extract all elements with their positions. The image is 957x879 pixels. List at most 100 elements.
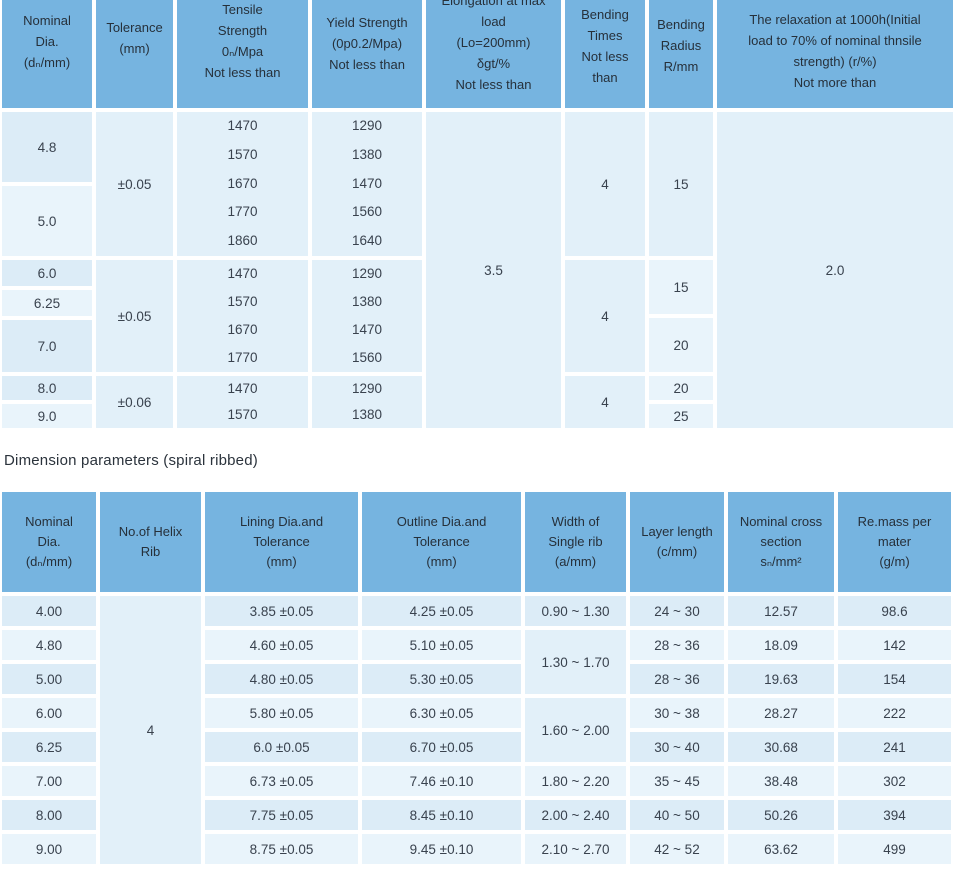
t1-yield-values-0: 1290 1380 1470 1560 1640	[351, 118, 383, 249]
t1-tensile-values-0: 1470 1570 1670 1770 1860	[227, 118, 258, 249]
t2-col-width-rib: Width of Single rib (a/mm) 0.90 ~ 1.30 1…	[525, 492, 626, 864]
t2-width-rib-cell-2: 1.60 ~ 2.00	[525, 698, 626, 762]
t2-layer-cell-7: 42 ~ 52	[630, 834, 724, 864]
t2-width-rib-cell-3: 1.80 ~ 2.20	[525, 766, 626, 796]
t2-helix-rib-cell: 4	[100, 596, 201, 864]
t2-nominal-cell-1: 4.80	[2, 630, 96, 660]
t2-lining-cell-7: 8.75 ±0.05	[205, 834, 358, 864]
t1-tensile-block-0: 1470 1570 1670 1770 1860	[177, 112, 308, 256]
t2-nominal-cell-6: 8.00	[2, 800, 96, 830]
t1-elongation-cell: 3.5	[426, 112, 561, 428]
section2-title: Dimension parameters (spiral ribbed)	[4, 452, 258, 469]
t2-outline-cell-4: 6.70 ±0.05	[362, 732, 521, 762]
t2-layer-cell-1: 28 ~ 36	[630, 630, 724, 660]
t2-cross-cell-1: 18.09	[728, 630, 834, 660]
t1-relaxation-cell: 2.0	[717, 112, 953, 428]
t1-yield-values-2: 1290 1380	[351, 381, 383, 422]
t1-yield-block-1: 1290 1380 1470 1560	[312, 260, 422, 372]
t1-tolerance-cell-1: ±0.05	[96, 260, 173, 372]
t1-tensile-block-2: 1470 1570	[177, 376, 308, 428]
t2-header-layer-length: Layer length (c/mm)	[630, 492, 724, 592]
t1-header-relaxation-label: The relaxation at 1000h(Initial load to …	[748, 11, 922, 90]
t2-header-cross-section-label: Nominal cross section sₙ/mm²	[739, 514, 823, 569]
dimension-parameters-table: Nominal Dia. (dₙ/mm) 4.00 4.80 5.00 6.00…	[2, 492, 951, 864]
t1-nominal-cell-0: 4.8	[2, 112, 92, 182]
t2-nominal-cell-0: 4.00	[2, 596, 96, 626]
t1-tensile-values-1: 1470 1570 1670 1770	[227, 266, 258, 365]
t1-header-relaxation: The relaxation at 1000h(Initial load to …	[717, 0, 953, 108]
t2-mass-cell-0: 98.6	[838, 596, 951, 626]
t2-layer-cell-3: 30 ~ 38	[630, 698, 724, 728]
t1-nominal-cell-1: 5.0	[2, 186, 92, 256]
t1-header-yield: Yield Strength (0p0.2/Mpa) Not less than	[312, 0, 422, 108]
t2-layer-cell-5: 35 ~ 45	[630, 766, 724, 796]
t1-bending-radius-cell-2: 20	[649, 318, 713, 372]
t1-tolerance-cell-0: ±0.05	[96, 112, 173, 256]
t2-layer-cell-4: 30 ~ 40	[630, 732, 724, 762]
t2-header-lining-dia: Lining Dia.and Tolerance (mm)	[205, 492, 358, 592]
t2-cross-cell-0: 12.57	[728, 596, 834, 626]
t2-nominal-cell-4: 6.25	[2, 732, 96, 762]
t2-outline-cell-2: 5.30 ±0.05	[362, 664, 521, 694]
t1-tensile-block-1: 1470 1570 1670 1770	[177, 260, 308, 372]
t1-bending-times-cell-0: 4	[565, 112, 645, 256]
mechanical-properties-table: Nominal Dia. (dₙ/mm) 4.8 5.0 6.0 6.25 7.…	[2, 0, 953, 428]
t1-bending-times-cell-1: 4	[565, 260, 645, 372]
t2-header-outline-dia-label: Outline Dia.and Tolerance (mm)	[396, 514, 487, 569]
t2-header-nominal-dia: Nominal Dia. (dₙ/mm)	[2, 492, 96, 592]
t1-tolerance-cell-2: ±0.06	[96, 376, 173, 428]
t2-nominal-cell-3: 6.00	[2, 698, 96, 728]
t1-nominal-cell-2: 6.0	[2, 260, 92, 286]
t2-header-layer-length-label: Layer length (c/mm)	[641, 524, 713, 559]
t1-yield-values-1: 1290 1380 1470 1560	[351, 266, 383, 365]
t1-bending-times-cell-2: 4	[565, 376, 645, 428]
t2-header-nominal-dia-label: Nominal Dia. (dₙ/mm)	[25, 514, 73, 569]
t2-header-helix-rib-label: No.of Helix Rib	[118, 524, 183, 559]
t2-cross-cell-4: 30.68	[728, 732, 834, 762]
t2-col-mass: Re.mass per mater (g/m) 98.6 142 154 222…	[838, 492, 951, 864]
t2-lining-cell-2: 4.80 ±0.05	[205, 664, 358, 694]
t2-mass-cell-7: 499	[838, 834, 951, 864]
t2-mass-cell-2: 154	[838, 664, 951, 694]
t1-tensile-values-2: 1470 1570	[227, 381, 258, 422]
t1-nominal-cell-5: 8.0	[2, 376, 92, 400]
t2-width-rib-cell-5: 2.10 ~ 2.70	[525, 834, 626, 864]
t2-lining-cell-0: 3.85 ±0.05	[205, 596, 358, 626]
t2-cross-cell-7: 63.62	[728, 834, 834, 864]
t2-header-width-rib-label: Width of Single rib (a/mm)	[548, 514, 603, 569]
t2-header-lining-dia-label: Lining Dia.and Tolerance (mm)	[239, 514, 324, 569]
t2-width-rib-cell-0: 0.90 ~ 1.30	[525, 596, 626, 626]
t2-nominal-cell-2: 5.00	[2, 664, 96, 694]
t1-yield-block-0: 1290 1380 1470 1560 1640	[312, 112, 422, 256]
t2-cross-cell-3: 28.27	[728, 698, 834, 728]
t1-col-yield: Yield Strength (0p0.2/Mpa) Not less than…	[312, 0, 422, 428]
t2-header-cross-section: Nominal cross section sₙ/mm²	[728, 492, 834, 592]
t2-layer-cell-0: 24 ~ 30	[630, 596, 724, 626]
t1-col-bending-times: Bending Times Not less than 4 4 4	[565, 0, 645, 428]
t2-layer-cell-6: 40 ~ 50	[630, 800, 724, 830]
t2-col-nominal-dia: Nominal Dia. (dₙ/mm) 4.00 4.80 5.00 6.00…	[2, 492, 96, 864]
t1-yield-block-2: 1290 1380	[312, 376, 422, 428]
t2-col-layer-length: Layer length (c/mm) 24 ~ 30 28 ~ 36 28 ~…	[630, 492, 724, 864]
t2-col-outline-dia: Outline Dia.and Tolerance (mm) 4.25 ±0.0…	[362, 492, 521, 864]
t2-col-lining-dia: Lining Dia.and Tolerance (mm) 3.85 ±0.05…	[205, 492, 358, 864]
t1-header-tolerance-label: Tolerance (mm)	[106, 19, 163, 56]
t2-nominal-cell-5: 7.00	[2, 766, 96, 796]
t1-header-tensile: Tensile Strength 0ₙ/Mpa Not less than	[177, 0, 308, 108]
t2-mass-cell-6: 394	[838, 800, 951, 830]
t2-header-mass-label: Re.mass per mater (g/m)	[857, 514, 932, 569]
t1-col-bending-radius: Bending Radius R/mm 15 15 20 20 25	[649, 0, 713, 428]
t1-header-bending-radius-label: Bending Radius R/mm	[657, 17, 705, 74]
t2-lining-cell-5: 6.73 ±0.05	[205, 766, 358, 796]
t2-cross-cell-2: 19.63	[728, 664, 834, 694]
t1-header-elongation: Elongation at max load (Lo=200mm) δgt/% …	[426, 0, 561, 108]
t1-nominal-cell-3: 6.25	[2, 290, 92, 316]
t2-mass-cell-1: 142	[838, 630, 951, 660]
t1-bending-radius-cell-4: 25	[649, 404, 713, 428]
t1-header-tolerance: Tolerance (mm)	[96, 0, 173, 108]
t1-header-yield-label: Yield Strength (0p0.2/Mpa) Not less than	[326, 15, 408, 72]
t1-col-tolerance: Tolerance (mm) ±0.05 ±0.05 ±0.06	[96, 0, 173, 428]
t2-layer-cell-2: 28 ~ 36	[630, 664, 724, 694]
t2-lining-cell-1: 4.60 ±0.05	[205, 630, 358, 660]
t1-header-bending-radius: Bending Radius R/mm	[649, 0, 713, 108]
